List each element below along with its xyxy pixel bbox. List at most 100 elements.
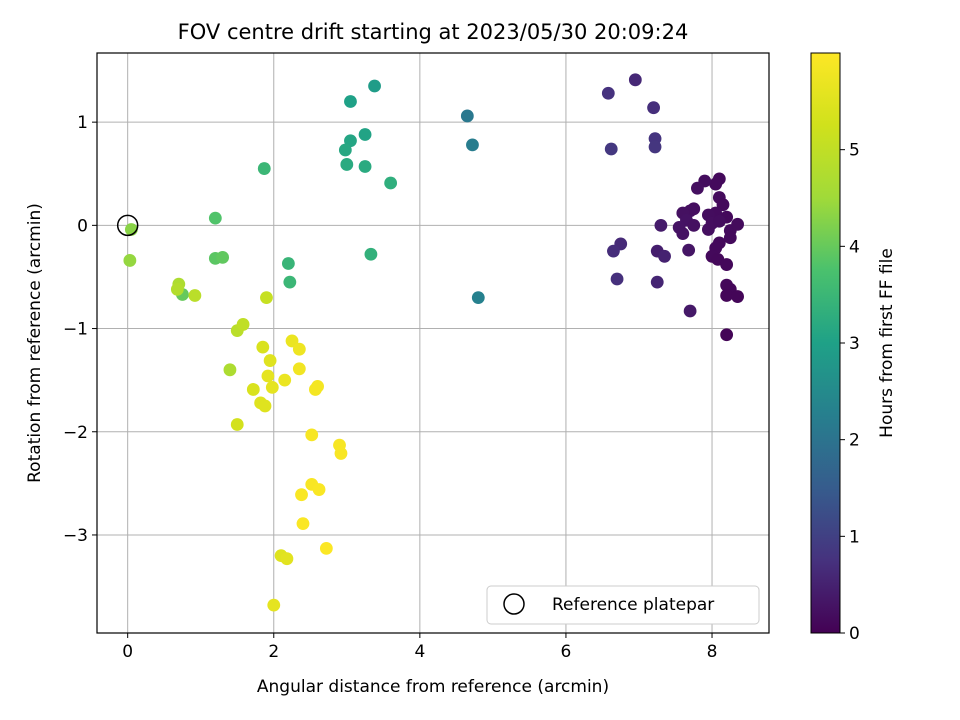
grid-lines xyxy=(97,53,769,633)
y-tick-label: 1 xyxy=(77,113,88,133)
data-point xyxy=(123,254,137,267)
colorbar-tick-label: 0 xyxy=(849,624,860,644)
x-tick-label: 8 xyxy=(707,642,718,662)
data-point xyxy=(340,158,354,171)
data-point xyxy=(236,318,250,331)
colorbar-tick-label: 5 xyxy=(849,141,860,161)
x-tick-label: 4 xyxy=(414,642,425,662)
data-point xyxy=(312,483,326,496)
y-tick-label: −2 xyxy=(63,423,88,443)
colorbar-tick-label: 4 xyxy=(849,237,860,257)
colorbar-tick-label: 3 xyxy=(849,334,860,354)
data-point xyxy=(296,517,310,531)
data-point xyxy=(610,272,624,286)
x-axis-label: Angular distance from reference (arcmin) xyxy=(257,677,609,697)
data-point xyxy=(295,488,308,502)
x-tick-label: 6 xyxy=(561,642,572,662)
data-point xyxy=(338,143,352,157)
data-point xyxy=(208,211,222,225)
data-point xyxy=(364,247,378,261)
legend-label-reference: Reference platepar xyxy=(552,595,714,615)
colorbar-gradient xyxy=(810,52,841,634)
data-point xyxy=(265,380,279,394)
legend: Reference platepar xyxy=(486,585,760,625)
data-point xyxy=(216,250,230,264)
colorbar-label: Hours from first FF file xyxy=(877,248,897,438)
data-point xyxy=(280,552,294,566)
data-point xyxy=(309,383,322,396)
data-point xyxy=(257,162,271,175)
plot-frame xyxy=(96,52,770,634)
colorbar: 0 1 2 3 4 5 Hours from first FF file xyxy=(810,52,897,644)
data-point xyxy=(267,598,281,612)
data-point xyxy=(358,128,372,141)
data-point xyxy=(712,214,726,228)
data-point xyxy=(682,243,696,257)
data-point xyxy=(658,249,671,263)
legend-box xyxy=(486,585,760,625)
data-point xyxy=(460,109,474,123)
data-point xyxy=(720,289,734,302)
data-point xyxy=(471,291,485,304)
data-point xyxy=(319,541,333,555)
data-point xyxy=(258,399,272,413)
data-point xyxy=(647,101,660,115)
data-point xyxy=(723,231,737,245)
y-axis-label: Rotation from reference (arcmin) xyxy=(25,203,45,483)
data-point xyxy=(344,95,357,108)
data-point xyxy=(650,275,664,289)
data-point xyxy=(604,142,618,156)
data-point xyxy=(628,73,642,87)
colorbar-tick-label: 2 xyxy=(849,431,860,451)
colorbar-tick-label: 1 xyxy=(849,527,860,547)
x-tick-label: 0 xyxy=(122,642,133,662)
data-point xyxy=(223,363,237,377)
data-point xyxy=(466,138,479,152)
data-point xyxy=(716,198,730,212)
data-points xyxy=(116,73,744,612)
data-point xyxy=(188,289,202,302)
data-point xyxy=(230,418,244,431)
data-point xyxy=(368,79,381,93)
data-point xyxy=(246,383,260,396)
data-point xyxy=(292,342,306,356)
data-point xyxy=(607,244,620,258)
data-point xyxy=(261,369,275,383)
data-point xyxy=(601,86,615,100)
data-point xyxy=(709,177,723,191)
reference-point-marker xyxy=(116,214,139,237)
data-point xyxy=(676,227,690,241)
y-ticks: 1 0 −1 −2 −3 xyxy=(63,113,97,546)
data-point xyxy=(263,354,277,367)
data-point xyxy=(260,291,273,304)
legend-marker-reference xyxy=(503,593,525,615)
y-tick-label: −3 xyxy=(63,526,88,546)
data-point xyxy=(292,362,306,376)
data-point xyxy=(384,176,398,190)
x-tick-label: 2 xyxy=(268,642,279,662)
x-ticks: 0 2 4 6 8 xyxy=(122,633,717,662)
data-point xyxy=(256,340,270,354)
data-point xyxy=(731,290,744,303)
data-point xyxy=(278,373,292,387)
y-tick-label: −1 xyxy=(63,320,88,340)
chart-title: FOV centre drift starting at 2023/05/30 … xyxy=(178,20,689,44)
data-point xyxy=(170,282,184,296)
data-point xyxy=(281,257,295,270)
colorbar-ticks: 0 1 2 3 4 5 xyxy=(840,141,860,644)
y-tick-label: 0 xyxy=(77,216,88,236)
data-point xyxy=(683,304,697,318)
data-point xyxy=(305,428,319,442)
data-point xyxy=(648,140,662,154)
data-point xyxy=(285,334,299,348)
data-point xyxy=(283,275,297,289)
data-point xyxy=(720,328,734,342)
data-point xyxy=(691,181,704,195)
data-point xyxy=(731,217,744,231)
data-point xyxy=(720,258,734,271)
data-point xyxy=(358,160,372,173)
data-point xyxy=(687,218,701,232)
data-point xyxy=(334,447,348,460)
data-point xyxy=(654,218,668,232)
